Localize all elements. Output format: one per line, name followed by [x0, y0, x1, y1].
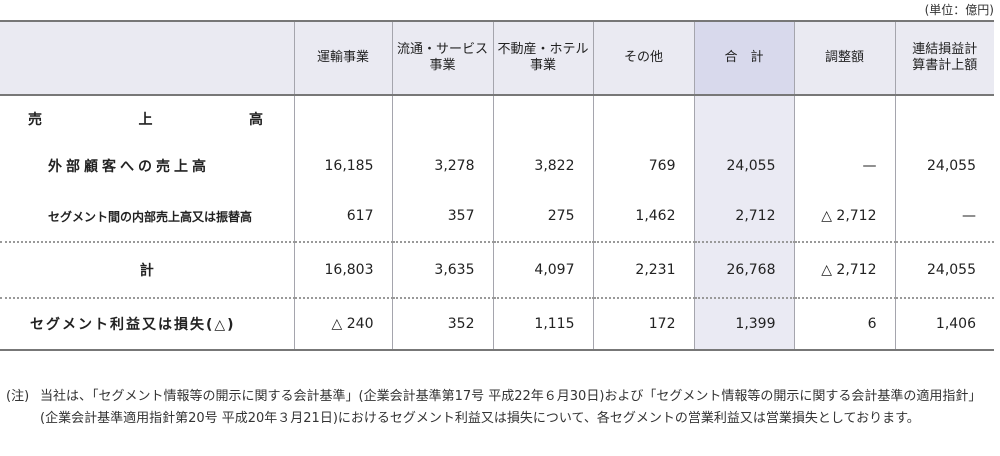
- header-blank: [0, 20, 294, 96]
- cell-total-transport: 16,803: [293, 241, 392, 298]
- cell-internal-adjustment: △ 2,712: [793, 191, 895, 242]
- header-consolidated-text: 連結損益計算書計上額: [912, 42, 978, 73]
- header-total: 合 計: [693, 20, 794, 96]
- cell: [894, 95, 994, 141]
- footnote: (注) 当社は、「セグメント情報等の開示に関する会計基準」(企業会計基準第17号…: [6, 386, 996, 430]
- cell-profit-consolidated: 1,406: [894, 297, 994, 351]
- header-realestate: 不動産・ホテル事業: [492, 20, 593, 96]
- header-consolidated: 連結損益計算書計上額: [894, 20, 994, 96]
- cell: [592, 95, 694, 141]
- row-label-total: 計: [0, 241, 294, 298]
- table-row: 計 16,803 3,635 4,097 2,231 26,768 △ 2,71…: [0, 241, 994, 298]
- cell-total-realestate: 4,097: [492, 241, 593, 298]
- table-row: セグメント間の内部売上高又は振替高 617 357 275 1,462 2,71…: [0, 191, 994, 242]
- row-label-profit: セグメント利益又は損失(△): [0, 297, 294, 351]
- header-row: 運輸事業 流通・サービス事業 不動産・ホテル事業 その他 合 計 調整額 連結損…: [0, 20, 994, 96]
- footnote-text: 当社は、「セグメント情報等の開示に関する会計基準」(企業会計基準第17号 平成2…: [40, 389, 982, 426]
- cell-internal-consolidated: —: [894, 191, 994, 242]
- cell-total-consolidated: 24,055: [894, 241, 994, 298]
- cell-external-total: 24,055: [693, 141, 794, 191]
- header-distribution: 流通・サービス事業: [391, 20, 493, 96]
- unit-label: (単位：億円): [924, 3, 994, 17]
- segment-table: 運輸事業 流通・サービス事業 不動産・ホテル事業 その他 合 計 調整額 連結損…: [0, 20, 994, 351]
- cell-external-adjustment: —: [793, 141, 895, 191]
- cell-external-distribution: 3,278: [391, 141, 493, 191]
- cell-internal-transport: 617: [293, 191, 392, 242]
- cell: [391, 95, 493, 141]
- cell: [492, 95, 593, 141]
- table-row: 売上高: [0, 95, 994, 141]
- cell-internal-total: 2,712: [693, 191, 794, 242]
- cell-total-other: 2,231: [592, 241, 694, 298]
- sales-title: 売上高: [0, 95, 294, 141]
- cell: [793, 95, 895, 141]
- cell-total-total: 26,768: [693, 241, 794, 298]
- cell-profit-realestate: 1,115: [492, 297, 593, 351]
- cell-profit-adjustment: 6: [793, 297, 895, 351]
- header-other: その他: [592, 20, 694, 96]
- cell: [293, 95, 392, 141]
- header-transport: 運輸事業: [293, 20, 392, 96]
- cell-profit-transport: △ 240: [293, 297, 392, 351]
- cell-profit-other: 172: [592, 297, 694, 351]
- header-realestate-text: 不動産・ホテル事業: [497, 42, 589, 73]
- table-row: 外部顧客への売上高 16,185 3,278 3,822 769 24,055 …: [0, 141, 994, 191]
- cell-internal-realestate: 275: [492, 191, 593, 242]
- cell-external-transport: 16,185: [293, 141, 392, 191]
- header-distribution-text: 流通・サービス事業: [396, 42, 488, 73]
- cell-external-realestate: 3,822: [492, 141, 593, 191]
- cell-external-other: 769: [592, 141, 694, 191]
- header-adjustment: 調整額: [793, 20, 895, 96]
- footnote-mark: (注): [6, 389, 30, 404]
- table-row: セグメント利益又は損失(△) △ 240 352 1,115 172 1,399…: [0, 297, 994, 351]
- cell-internal-distribution: 357: [391, 191, 493, 242]
- cell-profit-distribution: 352: [391, 297, 493, 351]
- cell-external-consolidated: 24,055: [894, 141, 994, 191]
- cell-profit-total: 1,399: [693, 297, 794, 351]
- cell: [693, 95, 794, 141]
- cell-total-distribution: 3,635: [391, 241, 493, 298]
- cell-internal-other: 1,462: [592, 191, 694, 242]
- cell-total-adjustment: △ 2,712: [793, 241, 895, 298]
- row-label-internal: セグメント間の内部売上高又は振替高: [48, 209, 253, 224]
- row-label-external: 外部顧客への売上高: [48, 159, 210, 175]
- sales-title-text: 売上高: [28, 111, 263, 128]
